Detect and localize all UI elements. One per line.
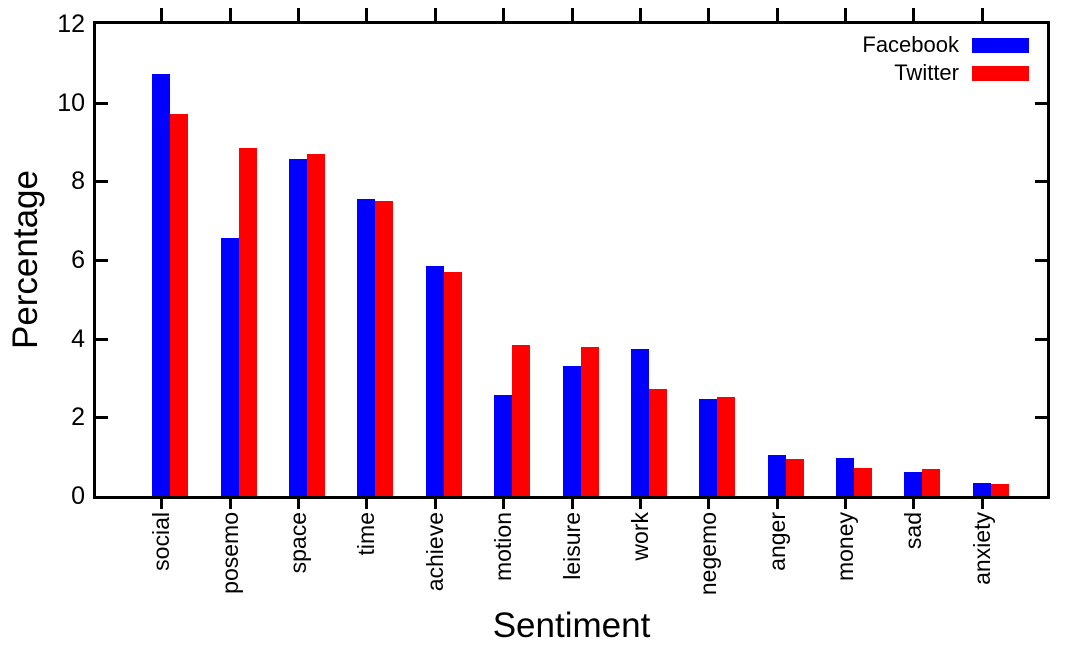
plot-area: Facebook Twitter — [93, 21, 1050, 499]
x-category-label-sad: sad — [900, 512, 927, 550]
y-tick-label: 6 — [71, 246, 85, 274]
bar-facebook-negemo — [699, 399, 717, 496]
x-category-label-posemo: posemo — [216, 512, 243, 594]
y-tick-left — [96, 259, 108, 262]
x-tick-top — [707, 8, 711, 21]
bar-facebook-work — [631, 349, 649, 496]
legend-entry-facebook: Facebook — [862, 32, 1029, 57]
bar-twitter-motion — [512, 345, 530, 496]
bar-facebook-space — [289, 159, 307, 496]
x-category-label-achieve: achieve — [421, 512, 448, 592]
y-tick-label: 0 — [71, 482, 85, 510]
bar-twitter-work — [649, 389, 667, 496]
x-category-label-work: work — [626, 512, 653, 561]
y-tick-right — [1035, 180, 1047, 184]
x-tick-bottom — [433, 499, 437, 509]
y-tick-label: 4 — [71, 324, 85, 353]
x-tick-top — [843, 8, 847, 21]
y-tick-right — [1035, 416, 1047, 420]
x-tick-top — [228, 8, 232, 21]
x-tick-top — [638, 8, 642, 21]
legend-swatch-twitter — [972, 65, 1029, 81]
x-tick-bottom — [912, 499, 916, 509]
x-tick-bottom — [775, 499, 779, 509]
y-tick-left — [96, 416, 108, 420]
x-category-label-anxiety: anxiety — [968, 512, 995, 585]
bar-twitter-posemo — [239, 148, 257, 496]
legend-label-twitter: Twitter — [894, 60, 959, 85]
x-tick-top — [570, 8, 574, 21]
x-category-label-negemo: negemo — [695, 512, 722, 596]
x-category-label-motion: motion — [490, 512, 517, 582]
legend-entry-twitter: Twitter — [862, 60, 1029, 85]
bar-twitter-anger — [786, 459, 804, 496]
y-tick-label: 10 — [57, 88, 85, 117]
legend: Facebook Twitter — [862, 32, 1029, 89]
bar-twitter-money — [854, 468, 872, 496]
x-tick-bottom — [843, 499, 847, 509]
x-tick-bottom — [570, 499, 574, 509]
x-category-label-anger: anger — [763, 512, 790, 571]
x-tick-bottom — [980, 499, 984, 509]
bar-facebook-leisure — [563, 366, 581, 496]
x-tick-top — [160, 8, 164, 21]
bar-facebook-anxiety — [973, 483, 991, 496]
bar-facebook-posemo — [221, 238, 239, 496]
bar-twitter-achieve — [444, 272, 462, 496]
x-category-label-money: money — [831, 512, 858, 582]
bar-facebook-time — [357, 199, 375, 496]
x-tick-top — [980, 8, 984, 21]
x-tick-bottom — [502, 499, 506, 509]
x-tick-top — [433, 8, 437, 21]
bar-twitter-social — [170, 114, 188, 496]
y-tick-left — [96, 180, 108, 184]
bar-twitter-sad — [922, 469, 940, 496]
y-tick-left — [96, 337, 108, 341]
y-tick-left — [96, 101, 108, 105]
x-tick-top — [775, 8, 779, 21]
x-axis-title: Sentiment — [492, 606, 651, 645]
x-tick-top — [502, 8, 506, 21]
x-category-label-time: time — [353, 512, 380, 556]
bar-facebook-motion — [494, 395, 512, 496]
x-tick-bottom — [297, 499, 301, 509]
bar-facebook-money — [836, 458, 854, 496]
bar-facebook-sad — [904, 472, 922, 496]
y-tick-right — [1035, 337, 1047, 341]
bar-twitter-leisure — [581, 347, 599, 496]
x-tick-bottom — [365, 499, 369, 509]
legend-label-facebook: Facebook — [862, 32, 959, 57]
y-tick-right — [1035, 101, 1047, 105]
x-category-label-social: social — [148, 512, 175, 571]
bar-facebook-social — [152, 74, 170, 496]
bar-twitter-anxiety — [991, 484, 1009, 496]
x-category-label-leisure: leisure — [558, 512, 585, 580]
x-tick-bottom — [638, 499, 642, 509]
bar-twitter-space — [307, 154, 325, 496]
x-tick-top — [297, 8, 301, 21]
x-tick-top — [912, 8, 916, 21]
x-tick-bottom — [707, 499, 711, 509]
bar-twitter-negemo — [717, 397, 735, 496]
y-tick-label: 12 — [57, 10, 85, 38]
x-category-label-space: space — [285, 512, 312, 574]
legend-swatch-facebook — [972, 37, 1029, 53]
bar-twitter-time — [375, 201, 393, 496]
x-tick-bottom — [160, 499, 164, 509]
bar-facebook-achieve — [426, 266, 444, 496]
bar-facebook-anger — [768, 455, 786, 496]
y-tick-label: 2 — [71, 403, 85, 432]
x-tick-top — [365, 8, 369, 21]
y-tick-label: 8 — [71, 167, 85, 196]
y-tick-right — [1035, 259, 1047, 262]
x-tick-bottom — [228, 499, 232, 509]
